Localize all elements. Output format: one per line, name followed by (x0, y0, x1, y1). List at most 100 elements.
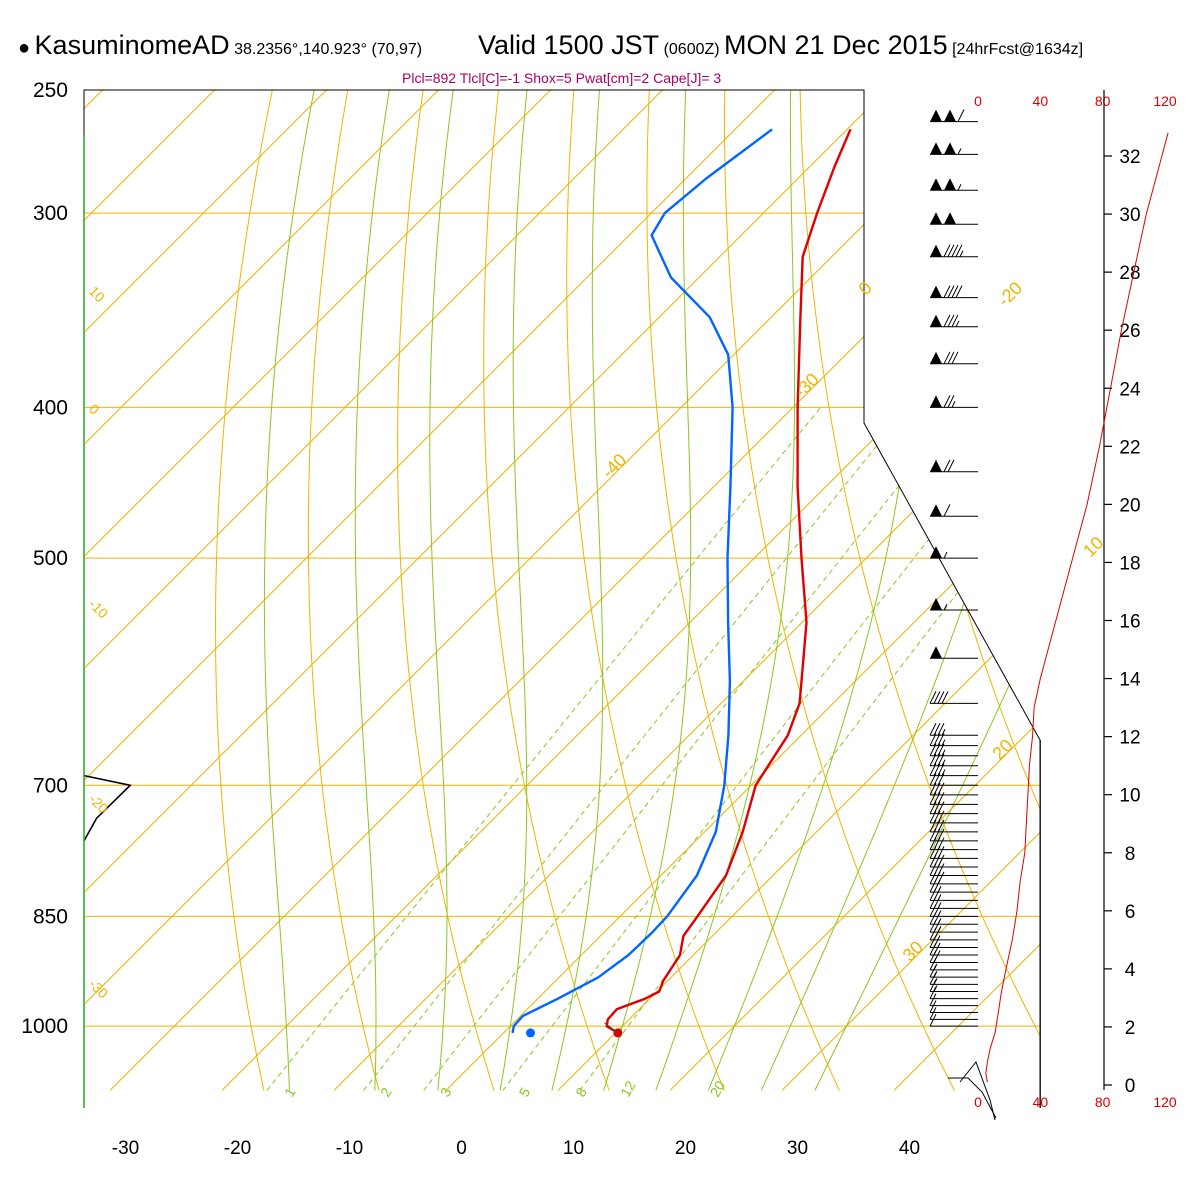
wind-barb-flag (929, 792, 937, 805)
wind-barb-half (955, 320, 960, 328)
wind-barb-pennant (930, 546, 942, 559)
wind-barb-half (951, 401, 956, 408)
wind-barb-flag (937, 792, 945, 805)
isotherm-line (445, 90, 1040, 1091)
wind-barb-pennant (930, 285, 942, 298)
wind-barb (929, 935, 978, 948)
wind-barb-flag (929, 1000, 937, 1013)
isotherm-line (84, 90, 691, 1091)
wind-barb-half (933, 985, 938, 992)
isotherm-line (781, 90, 1040, 1091)
dry-adiabat-line (1098, 62, 1200, 1090)
wind-barb (929, 782, 978, 796)
mixing-ratio-label: 2 (377, 1085, 395, 1100)
dry-adiabat-label: -20 (86, 791, 112, 817)
wind-barb-flag (955, 285, 963, 298)
wind-barb-flag (941, 691, 949, 704)
wind-barb-flag (937, 863, 945, 876)
dry-adiabat-label: -10 (86, 596, 112, 622)
isotherm-label: -30 (790, 369, 823, 402)
station-dot-icon: ● (18, 37, 31, 59)
wind-barb-pennant (930, 212, 942, 225)
height-tick-label: 4 (1125, 960, 1136, 981)
wind-barb-flag (943, 244, 951, 257)
wind-barb-flag (929, 810, 937, 824)
isotherm-line (84, 90, 355, 1091)
wind-barb-flag (955, 244, 963, 257)
moist-adiabat-line (354, 90, 395, 1091)
moist-adiabat-label: 8 (572, 1085, 590, 1100)
plot-frame (83, 89, 1041, 1108)
wind-barb (929, 942, 978, 956)
wind-barb-half (937, 902, 942, 909)
dry-adiabat-line (948, 90, 1040, 1091)
isotherm-label: -40 (598, 450, 631, 483)
height-tick-label: 30 (1119, 205, 1140, 226)
wind-barb (930, 351, 978, 365)
chart-header: ● KasuminomeAD 38.2356°,140.923° (70,97) (18, 30, 422, 61)
isotherm-line (84, 90, 467, 1091)
isotherm-line (221, 90, 1040, 1091)
wind-barb-half (941, 749, 946, 756)
wind-barb-half (937, 925, 942, 933)
moist-adiabat-line (760, 90, 1040, 1091)
wind-barb-pennant (930, 178, 942, 191)
wind-barb-flag (951, 244, 959, 257)
temperature-line (605, 128, 852, 1034)
isotherm-label: -20 (994, 278, 1027, 311)
speed-bottom-tick: 80 (1095, 1094, 1111, 1110)
wind-barb (929, 957, 978, 971)
wind-barb-flag (937, 828, 945, 842)
moist-adiabat-line (551, 90, 604, 1091)
surface-wind-tail-2 (959, 1060, 996, 1121)
wind-barb-flag (937, 810, 945, 824)
moist-adiabat-line (814, 90, 1040, 1091)
height-tick-label: 10 (1119, 786, 1140, 807)
pressure-tick-label: 700 (33, 774, 68, 797)
wind-barb-flag (951, 351, 959, 365)
isotherm-line (669, 90, 1040, 1091)
wind-barb-half (937, 918, 942, 925)
wind-barb (930, 178, 978, 191)
height-tick-label: 2 (1125, 1018, 1136, 1039)
isotherm-line (333, 90, 1040, 1091)
wind-barb-pennant (930, 395, 942, 408)
wind-barb-half (941, 769, 946, 776)
wind-barb-half (959, 250, 964, 257)
dry-adiabat-line (397, 90, 495, 1091)
dewpoint-line (511, 128, 773, 1034)
dry-adiabat-line (214, 90, 279, 1091)
wind-barb-pennant (930, 109, 942, 122)
wind-barb (929, 801, 978, 815)
wind-barb-flag (933, 935, 941, 948)
isotherm-line (84, 90, 1027, 1091)
height-tick-label: 24 (1119, 379, 1141, 400)
isotherm-line (84, 90, 803, 1091)
height-tick-label: 8 (1125, 844, 1136, 865)
wind-barb-flag (947, 351, 955, 365)
wind-barb-pennant (930, 244, 942, 257)
wind-barb-half (933, 970, 938, 978)
cloud-fraction-line (83, 774, 132, 842)
dry-adiabat-line (1172, 62, 1200, 1090)
wind-barb-pennant (944, 212, 956, 225)
pressure-tick-label: 500 (33, 547, 68, 570)
valid-date: MON 21 Dec 2015 (724, 30, 948, 60)
isotherm-label: 30 (899, 937, 927, 965)
wind-barb-flag (943, 314, 951, 328)
isotherm-label: 10 (1079, 533, 1107, 561)
moist-adiabat-label: 12 (617, 1078, 639, 1100)
isotherm-label: 0 (855, 278, 876, 299)
wind-barb-pennant (930, 314, 942, 327)
wind-barb (930, 314, 978, 328)
wind-barb (929, 723, 978, 736)
wind-barb-half (943, 603, 948, 611)
wind-barb (929, 964, 978, 978)
pressure-tick-label: 300 (33, 202, 68, 225)
wind-barb (929, 1013, 978, 1027)
dry-adiabat-line (799, 90, 1040, 1091)
isotherm-line (557, 90, 1040, 1091)
moist-adiabat-line (429, 90, 458, 1091)
wind-barb (929, 819, 978, 833)
wind-barb (930, 142, 978, 155)
